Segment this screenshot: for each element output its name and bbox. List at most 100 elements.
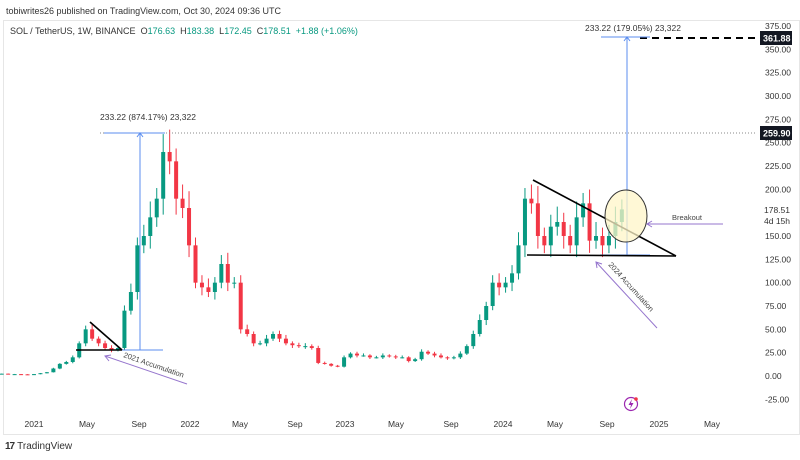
y-tick-label: 325.00 [765,68,791,78]
candle [484,301,489,326]
candle-body [225,264,230,283]
candle [548,214,553,258]
x-tick-label: May [547,419,564,429]
candle [32,373,36,376]
y-tick-label: 275.00 [765,114,791,124]
candle-body [161,152,166,199]
y-tick-label: 100.00 [765,278,791,288]
y-tick-label: 250.00 [765,138,791,148]
candle [148,201,153,249]
candle [12,373,17,376]
candle-body [464,346,469,354]
y-tick-label: 75.00 [765,301,787,311]
candle [219,255,224,289]
candle [600,227,605,258]
candle [309,344,314,350]
lightning-icon[interactable] [623,396,639,412]
candle [316,345,321,365]
candle-body [12,374,17,376]
candle-body [561,222,566,237]
candle [19,374,24,376]
x-tick-label: May [79,419,96,429]
candle [128,283,133,315]
y-tick-label: 225.00 [765,161,791,171]
candle-body [406,357,411,362]
low-label: L [219,26,225,36]
candle [587,189,592,253]
candle [238,275,243,334]
y-tick-label: 50.00 [765,324,787,334]
candle [161,134,166,215]
candle [361,353,366,357]
candle [187,191,192,258]
candle [426,350,431,355]
candle [245,324,250,337]
candle-body [57,363,62,369]
x-tick-label: Sep [131,419,146,429]
y-tick-label: -25.00 [765,394,789,404]
candle [103,340,108,350]
candle [568,224,573,254]
candle-body [32,374,36,376]
candle-body [51,368,56,373]
candle [141,224,146,254]
candle [212,277,217,300]
candle [393,354,398,360]
candle [122,305,127,351]
candle-body [522,198,527,246]
candle-body [548,226,553,246]
candle [135,237,140,300]
candle-body [535,203,540,237]
bar-countdown: 4d 15h [764,216,790,226]
candle-body [122,310,127,349]
candle-body [193,245,198,283]
candle-body [355,353,359,356]
open-label: O [140,26,148,36]
candle [329,363,334,367]
y-tick-label: 125.00 [765,254,791,264]
candle-body [574,217,579,246]
candle [290,341,295,348]
tradingview-logo-icon: 17 [5,441,15,452]
candle [522,188,527,258]
candle [490,275,495,311]
candle-body [458,353,463,358]
candle-body [180,198,185,209]
x-tick-label: May [232,419,249,429]
candle-body [148,217,153,237]
candle [283,334,288,346]
candle-body [212,282,217,293]
candle [458,351,463,360]
candle-body [387,355,392,357]
candle-body [316,348,321,363]
candle-body [587,203,592,241]
candle-body [374,357,379,359]
y-tick-label: 375.00 [765,21,791,31]
tradingview-logo[interactable]: 17 TradingView [5,441,72,452]
candle-body [477,320,482,335]
x-tick-label: May [388,419,405,429]
close-label: C [256,26,264,36]
candle [258,340,263,346]
candle-body [600,236,605,246]
y-tick-label: 200.00 [765,184,791,194]
candle-body [277,334,282,339]
high-value: 183.38 [186,26,215,36]
candle-body [393,356,398,358]
candle-body [290,343,295,346]
candle [206,278,211,298]
candle [497,273,502,296]
x-tick-label: 2023 [336,419,355,429]
candle [355,351,359,358]
candle [413,357,418,362]
candle-body [90,329,95,339]
candle [264,334,269,347]
candle [174,148,179,215]
candle [529,184,534,214]
candle-body [529,198,534,204]
price-axis: 375.00 350.00 325.00 300.00 275.00 250.00 225.… [765,21,791,404]
candle-body [335,365,340,367]
candle-body [303,346,308,348]
candle [303,343,308,349]
